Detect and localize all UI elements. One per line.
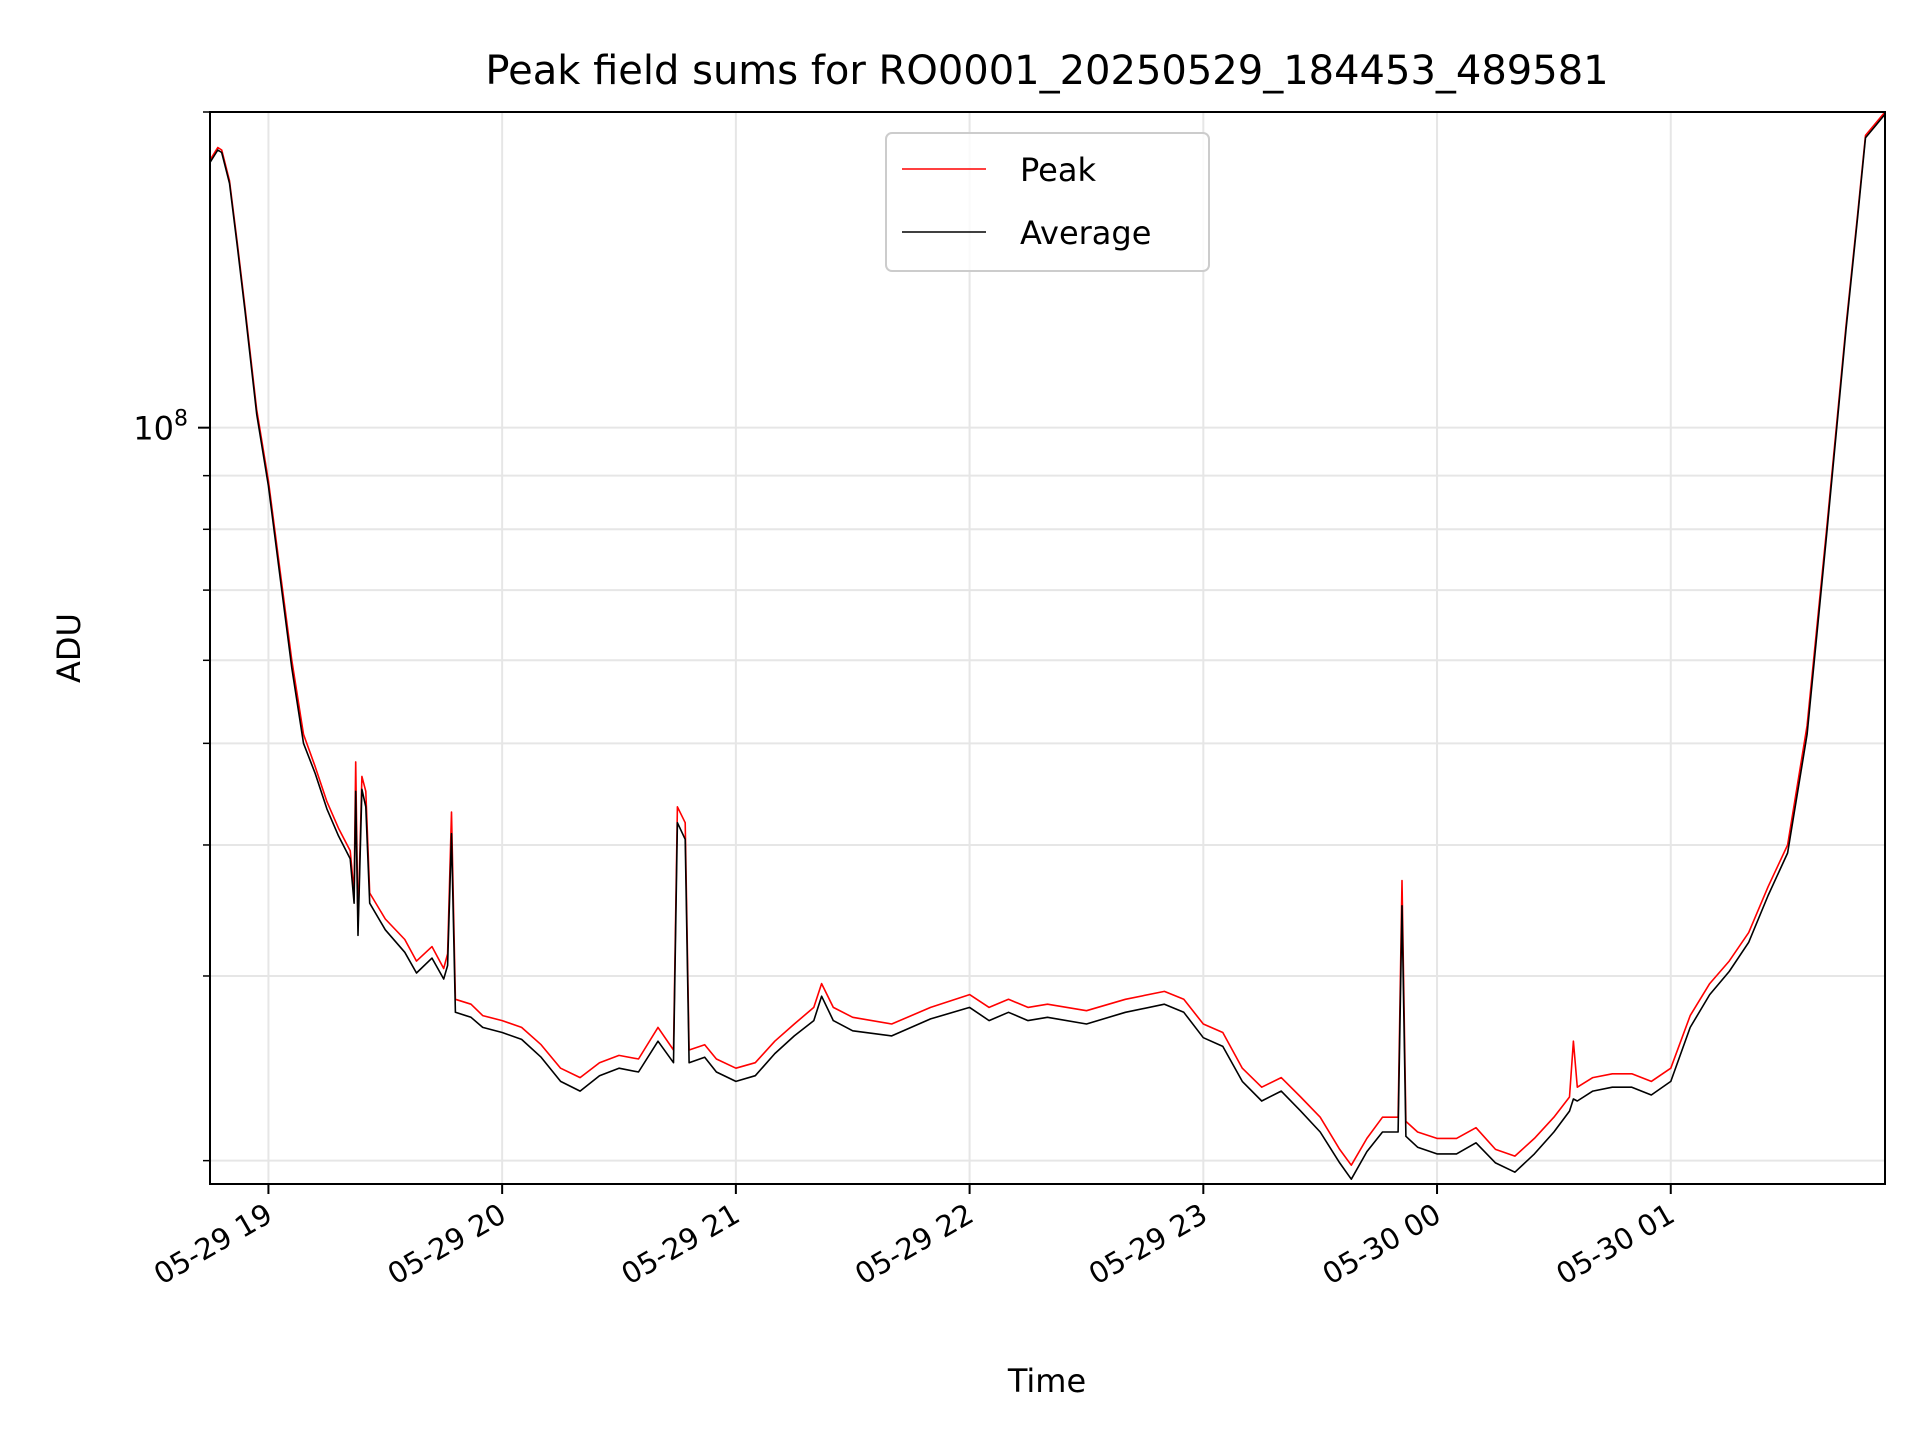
y-axis-ticks: 108 [133,111,210,1162]
legend-label-average: Average [1020,214,1151,252]
legend-label-peak: Peak [1020,151,1096,189]
y-major-tick-label: 108 [133,407,188,448]
plot-area-frame [209,111,1886,1185]
y-axis-label: ADU [50,613,88,683]
series-lines [209,111,1886,1180]
series-line-average [209,113,1886,1180]
legend-box [885,132,1210,272]
chart-title: Peak field sums for RO0001_20250529_1844… [485,48,1608,94]
legend: Peak Average [885,132,1210,272]
x-axis-label: Time [1007,1362,1086,1400]
grid-lines [210,111,1885,1184]
